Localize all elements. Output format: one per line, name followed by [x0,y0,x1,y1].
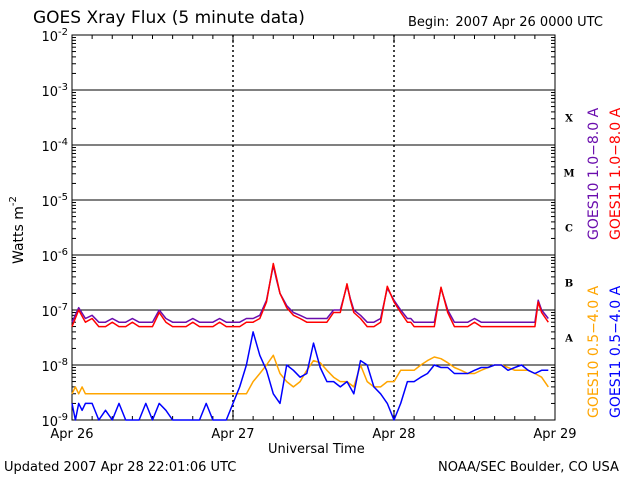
begin-value: 2007 Apr 26 0000 UTC [455,15,603,30]
y-tick-label: 10-4 [41,137,68,155]
x-tick-label: Apr 27 [211,427,254,442]
legend-goes10-long: GOES10 1.0−8.0 A [586,107,602,240]
begin-label: Begin: [408,15,450,30]
legend-goes11-short: GOES11 0.5−4.0 A [608,285,624,418]
begin-time: Begin: 2007 Apr 26 0000 UTC [408,15,603,30]
flare-class-label: M [563,169,574,180]
y-tick-label: 10-6 [41,247,68,265]
y-tick-label: 10-5 [41,192,68,210]
flare-class-label: X [565,114,573,125]
series-line [71,264,549,323]
credit-label: NOAA/SEC Boulder, CO USA [438,460,619,475]
y-tick-label: 10-2 [41,27,68,45]
x-axis-label: Universal Time [268,442,365,457]
chart-title: GOES Xray Flux (5 minute data) [33,8,305,28]
x-tick-label: Apr 28 [372,427,415,442]
flare-class-label: C [565,224,573,235]
y-tick-label: 10-7 [41,302,68,320]
legend-goes11-long: GOES11 1.0−8.0 A [608,107,624,240]
x-tick-label: Apr 26 [50,427,93,442]
x-tick-label: Apr 29 [533,427,576,442]
legend-goes10-short: GOES10 0.5−4.0 A [586,285,602,418]
updated-timestamp: Updated 2007 Apr 28 22:01:06 UTC [4,460,237,475]
series-line [71,262,549,328]
plot-frame [71,34,556,421]
flare-class-label: A [564,334,573,345]
y-axis-label: Watts m-2 [8,196,27,264]
y-tick-label: 10-3 [41,82,68,100]
flare-class-label: B [565,279,573,290]
y-tick-label: 10-8 [41,357,68,375]
y-tick-label: 10-9 [41,412,68,430]
series-line [71,331,549,421]
